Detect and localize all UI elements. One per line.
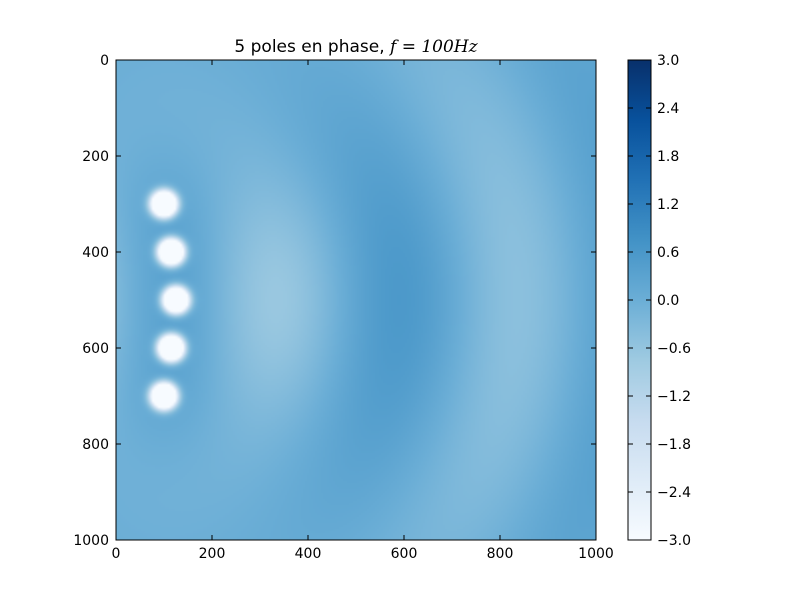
y-tick-label: 0 bbox=[100, 53, 109, 69]
x-tick-label: 800 bbox=[487, 546, 514, 562]
colorbar-tick-label: 1.2 bbox=[657, 197, 679, 213]
heatmap-image bbox=[116, 60, 596, 540]
x-tick-label: 1000 bbox=[578, 546, 614, 562]
colorbar-ticks: 3.0 2.4 1.8 1.2 0.6 0.0 −0.6 −1.2 −1.8 −2.4 −3.0 bbox=[628, 53, 691, 549]
colorbar-tick-label: 1.8 bbox=[657, 149, 679, 165]
y-tick-label: 1000 bbox=[73, 533, 109, 549]
colorbar-tick-label: 0.6 bbox=[657, 245, 679, 261]
plot-frame bbox=[115, 59, 597, 541]
colorbar-tick-label: −3.0 bbox=[657, 533, 691, 549]
chart-title: 5 poles en phase, f = 100Hz bbox=[234, 37, 478, 57]
x-tick-label: 600 bbox=[391, 546, 418, 562]
colorbar-tick-label: 0.0 bbox=[657, 293, 679, 309]
chart-title-text: 5 poles en phase, bbox=[234, 37, 390, 57]
colorbar-tick-label: 2.4 bbox=[657, 101, 679, 117]
chart-title-math: f = 100Hz bbox=[388, 37, 479, 57]
x-tick-label: 0 bbox=[112, 546, 121, 562]
colorbar-tick-label: −0.6 bbox=[657, 341, 691, 357]
colorbar-tick-label: −1.2 bbox=[657, 389, 691, 405]
colorbar-tick-label: −2.4 bbox=[657, 485, 691, 501]
colorbar-tick-label: 3.0 bbox=[657, 53, 679, 69]
colorbar-tick-label: −1.8 bbox=[657, 437, 691, 453]
heatmap-container bbox=[116, 60, 596, 540]
y-tick-label: 600 bbox=[82, 341, 109, 357]
y-tick-label: 800 bbox=[82, 437, 109, 453]
y-tick-label: 200 bbox=[82, 149, 109, 165]
y-tick-label: 400 bbox=[82, 245, 109, 261]
x-tick-label: 400 bbox=[295, 546, 322, 562]
x-tick-label: 200 bbox=[199, 546, 226, 562]
